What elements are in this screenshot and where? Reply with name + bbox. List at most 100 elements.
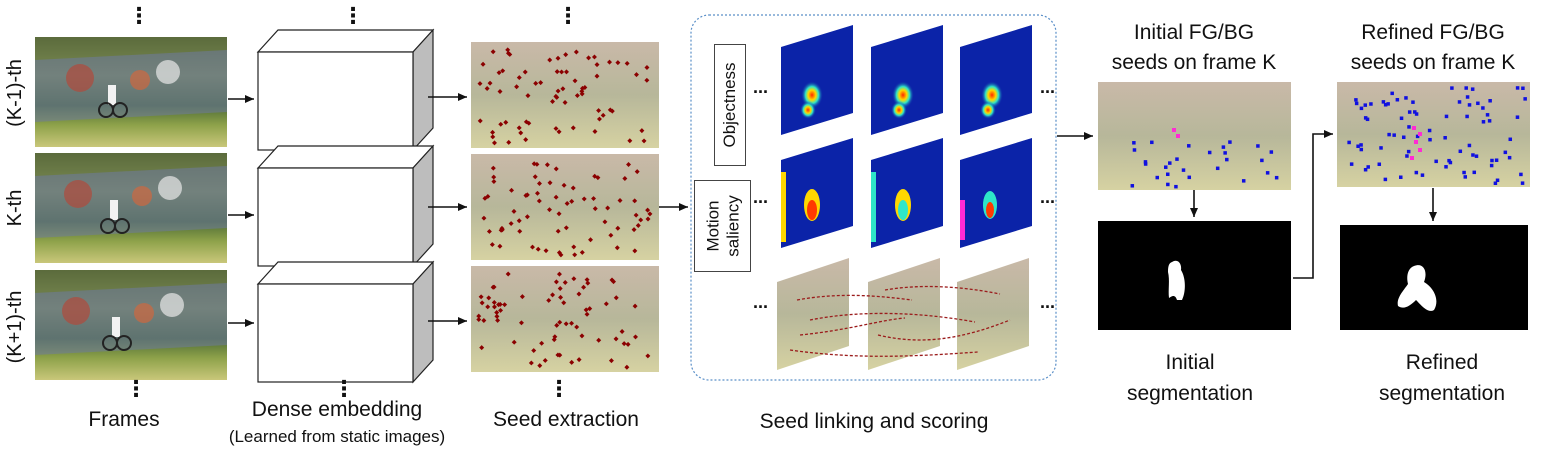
- seed-dot: [509, 187, 515, 193]
- seed-dot: [499, 225, 505, 231]
- bg-seed-dot: [1390, 91, 1394, 96]
- refined-mask: [1340, 225, 1528, 330]
- seed-dot: [489, 242, 495, 248]
- arrows: [228, 93, 1437, 327]
- seed-dot: [595, 175, 601, 181]
- seed-dot: [556, 271, 562, 277]
- seed-dot: [477, 118, 483, 124]
- bg-seed-dot: [1515, 86, 1520, 90]
- seed-dot: [579, 91, 585, 97]
- bg-seed-dot: [1349, 162, 1354, 166]
- seed-dot: [645, 207, 651, 213]
- bg-seed-dot: [1387, 132, 1391, 137]
- seed-dot: [490, 165, 496, 171]
- bg-seed-dot: [1411, 100, 1415, 104]
- bg-seed-dot: [1143, 162, 1148, 166]
- seed-dot: [579, 249, 585, 255]
- bg-seed-dot: [1434, 159, 1438, 164]
- bg-seed-dot: [1130, 184, 1135, 188]
- bg-seed-dot: [1490, 158, 1494, 163]
- seed-dot: [641, 138, 647, 144]
- seed-dot: [553, 126, 559, 132]
- bg-seed-dot: [1447, 158, 1451, 163]
- bg-seed-dot: [1174, 184, 1178, 189]
- seed-dot: [495, 317, 501, 323]
- frame-photo-k: [35, 153, 227, 263]
- bg-seed-dot: [1481, 120, 1486, 124]
- seed-dot: [492, 140, 497, 146]
- bg-seed-dot: [1175, 157, 1179, 161]
- fg-seed-dot: [1176, 134, 1180, 138]
- bg-seed-dot: [1132, 141, 1136, 145]
- seed-dot: [622, 176, 628, 181]
- seed-dot: [635, 222, 641, 228]
- seed-dot: [569, 320, 575, 326]
- seed-dot: [503, 119, 509, 125]
- initial-title-line1: Initial FG/BG: [1133, 21, 1255, 44]
- seed-dot: [571, 276, 577, 282]
- ellipsis-frames-bottom: ⋮: [125, 376, 147, 401]
- initial-mask: [1098, 221, 1291, 330]
- seed-dot: [531, 348, 537, 354]
- refined-result-line2: segmentation: [1378, 382, 1506, 405]
- ellipsis-seeds-bottom: ⋮: [548, 376, 570, 401]
- seed-dot: [574, 93, 580, 99]
- seed-dot: [585, 280, 591, 286]
- seed-dot: [536, 181, 542, 187]
- seed-dot: [550, 99, 556, 104]
- seed-dot: [477, 81, 483, 87]
- bg-seed-dot: [1508, 137, 1513, 142]
- fg-seed-dot: [1172, 128, 1176, 132]
- seed-dot: [587, 306, 593, 312]
- bg-seed-dot: [1399, 175, 1403, 179]
- seed-dot: [547, 57, 553, 63]
- bg-seed-dot: [1366, 165, 1370, 169]
- seed-dot: [632, 248, 638, 254]
- seed-dot: [476, 317, 482, 323]
- seed-dot: [539, 340, 545, 346]
- seed-dot: [487, 80, 493, 86]
- bg-seed-dot: [1369, 102, 1373, 106]
- seed-dot: [555, 88, 561, 94]
- seed-dot: [563, 321, 569, 327]
- seed-dot: [594, 62, 600, 68]
- seed-dot: [557, 352, 563, 358]
- seed-dot: [554, 322, 560, 328]
- bg-seed-dot: [1187, 144, 1191, 148]
- bg-seed-dot: [1399, 116, 1404, 121]
- seed-dot: [481, 317, 487, 323]
- objectness-label: Objectness: [720, 62, 740, 148]
- seed-dot: [625, 341, 631, 347]
- seed-dot: [556, 211, 562, 217]
- bg-seed-dot: [1476, 101, 1480, 106]
- bg-seed-dot: [1164, 165, 1168, 169]
- fg-seed-dot: [1418, 132, 1422, 136]
- bg-seed-dot: [1407, 110, 1412, 114]
- seed-images: [471, 42, 659, 372]
- objectness-heatmaps: [781, 25, 1032, 135]
- frame-photos: [35, 37, 227, 380]
- seed-dot: [557, 285, 563, 291]
- seed-dot: [570, 185, 576, 191]
- seed-dot: [553, 279, 559, 285]
- embedding-boxes: [256, 28, 435, 384]
- bg-seed-dot: [1356, 144, 1360, 148]
- seed-dot: [644, 77, 650, 83]
- bg-seed-dot: [1256, 144, 1260, 148]
- seed-dot: [638, 217, 644, 223]
- bg-seed-dot: [1215, 166, 1220, 171]
- ellipsis-frames-top: ⋮: [128, 3, 150, 28]
- seed-dot: [547, 207, 552, 213]
- seed-dot: [538, 80, 544, 86]
- row-label-k-plus-1: (K+1)-th: [4, 290, 26, 364]
- bg-seed-dot: [1187, 175, 1192, 180]
- bg-seed-dot: [1354, 98, 1358, 102]
- seed-dot: [518, 320, 524, 326]
- seed-dot: [569, 359, 575, 365]
- seed-dot: [528, 360, 534, 366]
- bg-seed-dot: [1465, 95, 1470, 99]
- seed-dot: [591, 54, 597, 60]
- bg-seed-dot: [1474, 154, 1479, 158]
- seed-dot: [480, 61, 486, 67]
- bg-seed-dot: [1383, 177, 1388, 182]
